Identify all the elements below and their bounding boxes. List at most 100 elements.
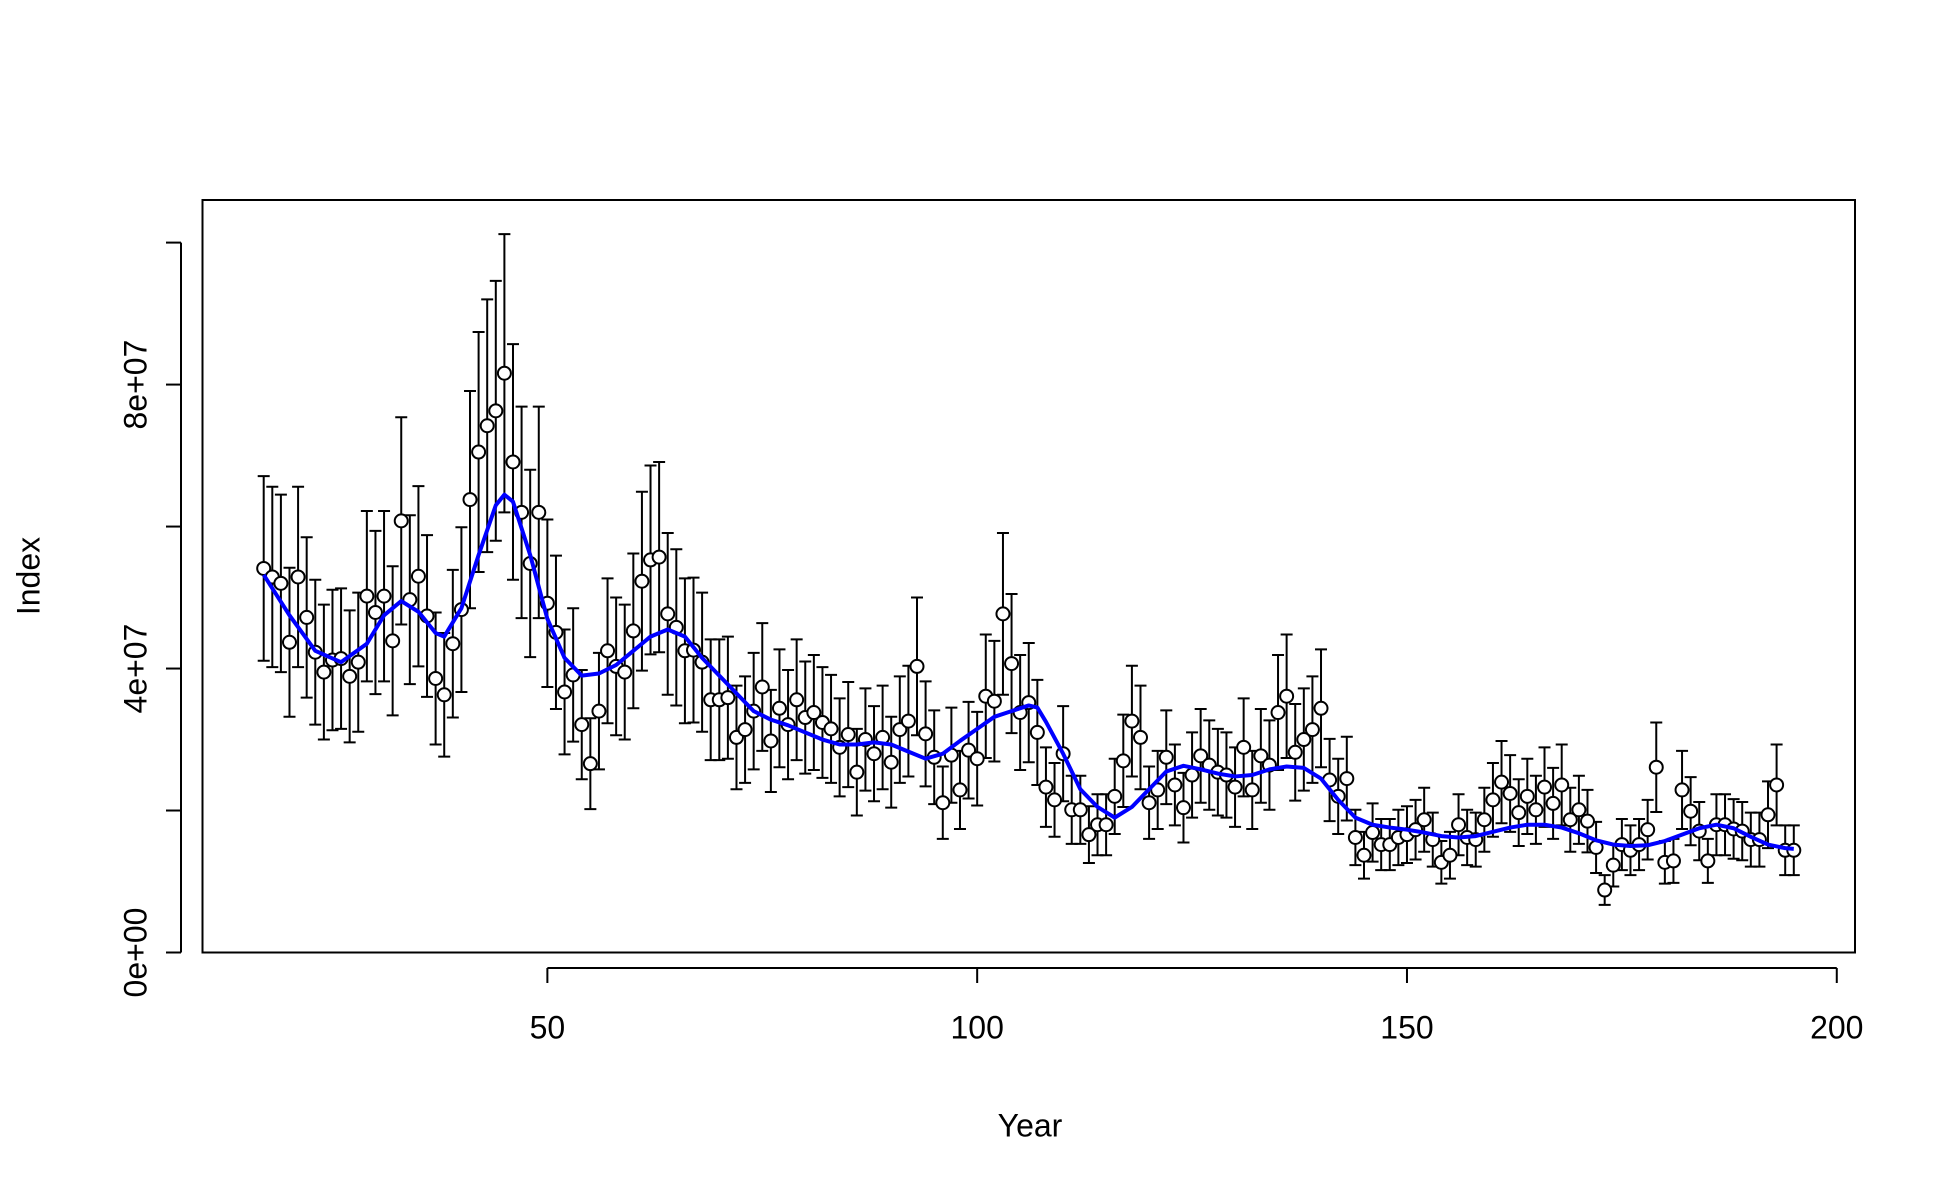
point bbox=[1760, 807, 1776, 823]
point bbox=[574, 717, 590, 733]
x-tick-label: 150 bbox=[1380, 1009, 1433, 1045]
x-tick-label: 100 bbox=[950, 1009, 1003, 1045]
smooth-line bbox=[262, 492, 1794, 851]
point bbox=[1287, 744, 1303, 760]
point bbox=[1004, 656, 1020, 672]
point bbox=[1537, 779, 1553, 795]
point bbox=[840, 727, 856, 743]
y-axis-label: Index bbox=[10, 537, 46, 615]
x-axis-label: Year bbox=[998, 1107, 1063, 1143]
point bbox=[849, 764, 865, 780]
point bbox=[1674, 782, 1690, 798]
point bbox=[1038, 779, 1054, 795]
point bbox=[299, 609, 315, 625]
point bbox=[505, 454, 521, 470]
point bbox=[1562, 812, 1578, 828]
point bbox=[1485, 792, 1501, 808]
point bbox=[806, 705, 822, 721]
point bbox=[376, 588, 392, 604]
point bbox=[1072, 802, 1088, 818]
point bbox=[1511, 805, 1527, 821]
point bbox=[600, 643, 616, 659]
point bbox=[771, 700, 787, 716]
point bbox=[1339, 771, 1355, 787]
point bbox=[866, 746, 882, 762]
point bbox=[986, 693, 1002, 709]
point bbox=[1029, 724, 1045, 740]
point bbox=[935, 795, 951, 811]
point bbox=[1579, 813, 1595, 829]
point bbox=[1115, 753, 1131, 769]
point bbox=[1236, 739, 1252, 755]
x-tick-label: 200 bbox=[1810, 1009, 1863, 1045]
point bbox=[1571, 802, 1587, 818]
point bbox=[617, 664, 633, 680]
point bbox=[1253, 748, 1269, 764]
point bbox=[367, 604, 383, 620]
point bbox=[909, 658, 925, 674]
point bbox=[1167, 777, 1183, 793]
point bbox=[1416, 812, 1432, 828]
point bbox=[1081, 827, 1097, 843]
point bbox=[1296, 732, 1312, 748]
point bbox=[651, 549, 667, 565]
point bbox=[625, 623, 641, 639]
point bbox=[1494, 774, 1510, 790]
point bbox=[471, 444, 487, 460]
point bbox=[1175, 800, 1191, 816]
point bbox=[1356, 847, 1372, 863]
point bbox=[1683, 803, 1699, 819]
point bbox=[350, 654, 366, 670]
point bbox=[634, 573, 650, 589]
point bbox=[754, 679, 770, 695]
point bbox=[479, 418, 495, 434]
point bbox=[823, 721, 839, 737]
point bbox=[1227, 779, 1243, 795]
point bbox=[1605, 857, 1621, 873]
point bbox=[1545, 795, 1561, 811]
point bbox=[428, 670, 444, 686]
point bbox=[316, 664, 332, 680]
point bbox=[1769, 777, 1785, 793]
y-tick-label: 8e+07 bbox=[117, 340, 153, 430]
point bbox=[1365, 825, 1381, 841]
point bbox=[763, 733, 779, 749]
point bbox=[1442, 847, 1458, 863]
point bbox=[290, 569, 306, 585]
point bbox=[281, 634, 297, 650]
point bbox=[1640, 822, 1656, 838]
point bbox=[1047, 792, 1063, 808]
point bbox=[1124, 713, 1140, 729]
point bbox=[1132, 729, 1148, 745]
point bbox=[445, 636, 461, 652]
point bbox=[720, 690, 736, 706]
point bbox=[557, 684, 573, 700]
point bbox=[273, 575, 289, 591]
point bbox=[496, 365, 512, 381]
point bbox=[1304, 722, 1320, 738]
point bbox=[1519, 788, 1535, 804]
point bbox=[488, 403, 504, 419]
point bbox=[892, 722, 908, 738]
point bbox=[1476, 812, 1492, 828]
point bbox=[737, 722, 753, 738]
y-tick-label: 0e+00 bbox=[117, 908, 153, 998]
point bbox=[883, 754, 899, 770]
point bbox=[1347, 829, 1363, 845]
point bbox=[952, 782, 968, 798]
point bbox=[342, 668, 358, 684]
point bbox=[660, 606, 676, 622]
point bbox=[1244, 782, 1260, 798]
plot-area bbox=[256, 233, 1802, 906]
point bbox=[462, 492, 478, 508]
point bbox=[1451, 817, 1467, 833]
point bbox=[393, 513, 409, 529]
point bbox=[1648, 759, 1664, 775]
point bbox=[1107, 788, 1123, 804]
point bbox=[410, 568, 426, 584]
point bbox=[1665, 853, 1681, 869]
y-tick-label: 4e+07 bbox=[117, 624, 153, 714]
point bbox=[900, 713, 916, 729]
point bbox=[1270, 705, 1286, 721]
